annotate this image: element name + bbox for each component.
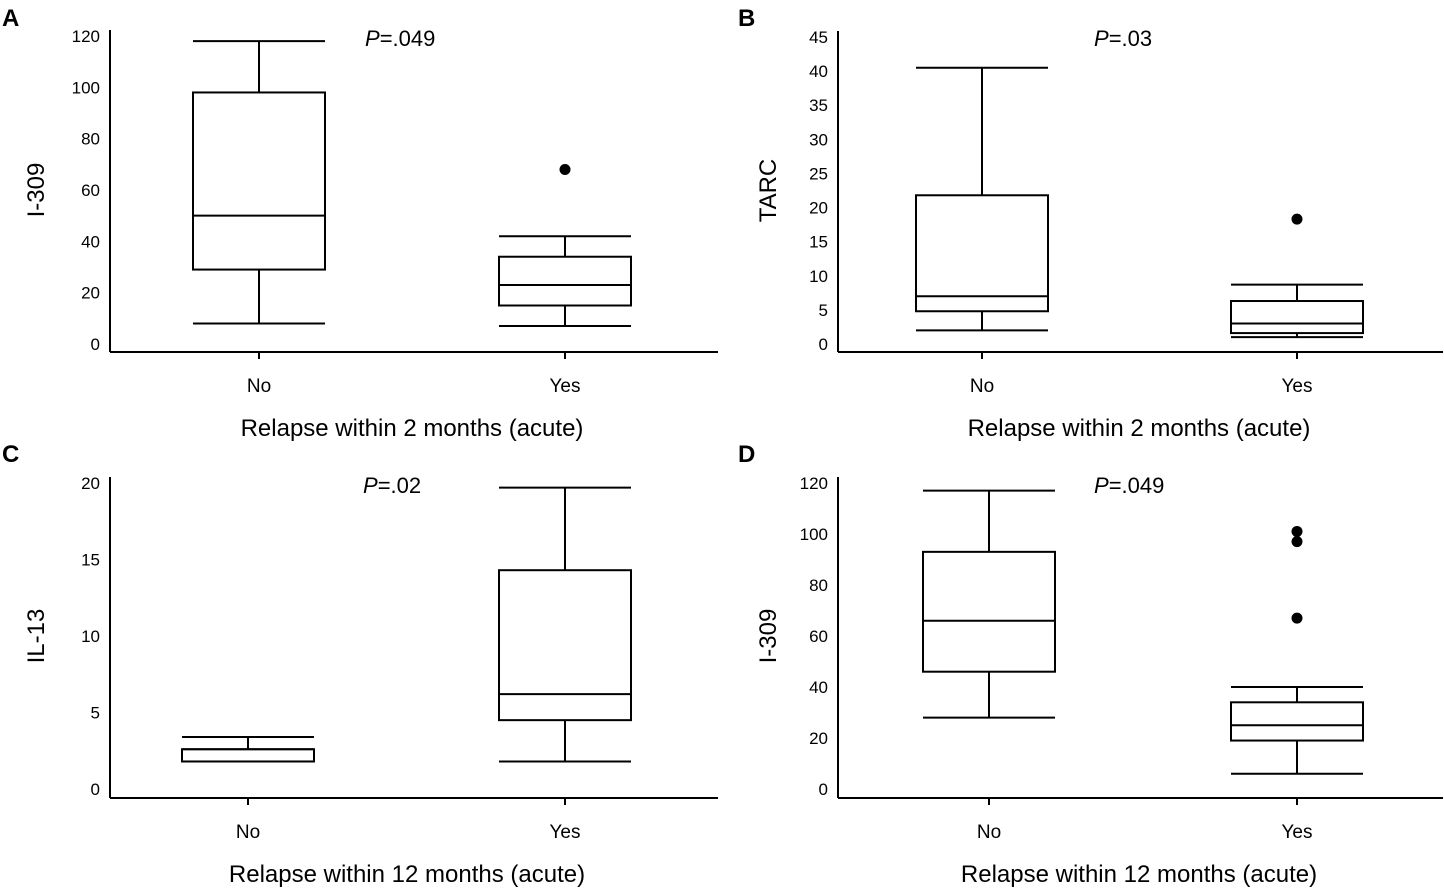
panel-letter: B <box>738 5 755 32</box>
p-value-number: =.049 <box>1109 473 1165 498</box>
panel-b: B 0 5 10 15 20 25 30 35 40 45 TARC P=.03 No Yes Relapse… <box>738 5 1443 442</box>
panel-d: D 0 20 40 60 80 100 120 I-309 P=.049 No Yes Relapse … <box>738 441 1443 888</box>
y-tick-label: 30 <box>809 130 828 149</box>
y-tick-label: 20 <box>809 729 828 748</box>
y-tick-label: 45 <box>809 28 828 47</box>
x-category-label: Yes <box>550 376 581 397</box>
outlier-point <box>559 163 571 175</box>
p-value-label: P=.049 <box>1094 473 1164 498</box>
box-iqr <box>1230 300 1364 335</box>
x-category-label: No <box>977 822 1001 843</box>
y-tick-label: 5 <box>91 704 100 723</box>
x-axis-label: Relapse within 12 months (acute) <box>229 861 585 888</box>
y-axis-label: I-309 <box>755 609 782 664</box>
p-value-symbol: P <box>1094 26 1109 51</box>
box-iqr <box>181 748 315 763</box>
x-axis-label: Relapse within 2 months (acute) <box>241 415 584 442</box>
p-value-label: P=.049 <box>365 26 435 51</box>
y-tick-label: 10 <box>809 267 828 286</box>
p-value-symbol: P <box>363 473 378 498</box>
x-category-label: Yes <box>1282 822 1313 843</box>
panel-c: C 0 5 10 15 20 IL-13 P=.02 No Yes Relapse within 1… <box>2 441 718 888</box>
y-axis-label: TARC <box>755 159 782 223</box>
y-axis-label: IL-13 <box>23 609 50 664</box>
y-tick-label: 100 <box>72 78 100 97</box>
p-value-number: =.02 <box>378 473 421 498</box>
y-tick-label: 40 <box>809 678 828 697</box>
panel-a: A 0 20 40 60 80 100 120 I-309 P=.049 No Yes Relapse … <box>2 5 718 442</box>
p-value-symbol: P <box>365 26 380 51</box>
y-tick-label: 60 <box>81 181 100 200</box>
y-tick-label: 0 <box>819 335 828 354</box>
box-iqr <box>915 194 1049 313</box>
box-iqr <box>1230 701 1364 742</box>
y-tick-label: 20 <box>81 474 100 493</box>
outlier-point <box>1291 213 1303 225</box>
y-tick-label: 0 <box>819 780 828 799</box>
y-tick-label: 5 <box>819 301 828 320</box>
y-tick-label: 0 <box>91 335 100 354</box>
y-tick-label: 40 <box>809 62 828 81</box>
x-axis-label: Relapse within 12 months (acute) <box>961 861 1317 888</box>
y-tick-label: 120 <box>72 27 100 46</box>
y-tick-label: 35 <box>809 96 828 115</box>
y-tick-label: 10 <box>81 627 100 646</box>
outlier-point <box>1291 525 1303 537</box>
y-tick-label: 80 <box>809 576 828 595</box>
y-tick-label: 100 <box>800 525 828 544</box>
box-iqr <box>192 91 326 271</box>
p-value-number: =.049 <box>380 26 436 51</box>
outlier-point <box>1291 536 1303 548</box>
panel-letter: C <box>2 441 19 468</box>
box-iqr <box>498 255 632 307</box>
y-tick-label: 80 <box>81 130 100 149</box>
p-value-number: =.03 <box>1109 26 1152 51</box>
y-tick-label: 15 <box>81 551 100 570</box>
panel-letter: D <box>738 441 755 468</box>
y-tick-label: 0 <box>91 780 100 799</box>
p-value-label: P=.03 <box>1094 26 1152 51</box>
panel-letter: A <box>2 5 19 32</box>
x-axis-label: Relapse within 2 months (acute) <box>968 415 1311 442</box>
y-axis-label: I-309 <box>23 163 50 218</box>
y-tick-label: 120 <box>800 474 828 493</box>
y-tick-label: 25 <box>809 164 828 183</box>
y-tick-label: 20 <box>809 199 828 218</box>
box-iqr <box>922 550 1056 673</box>
x-category-label: No <box>970 376 994 397</box>
y-tick-label: 40 <box>81 232 100 251</box>
x-category-label: No <box>236 822 260 843</box>
y-tick-label: 60 <box>809 627 828 646</box>
x-category-label: Yes <box>1282 376 1313 397</box>
box-iqr <box>498 569 632 722</box>
x-category-label: No <box>247 376 271 397</box>
y-tick-label: 15 <box>809 233 828 252</box>
outlier-point <box>1291 612 1303 624</box>
y-tick-label: 20 <box>81 284 100 303</box>
p-value-symbol: P <box>1094 473 1109 498</box>
p-value-label: P=.02 <box>363 473 421 498</box>
x-category-label: Yes <box>550 822 581 843</box>
